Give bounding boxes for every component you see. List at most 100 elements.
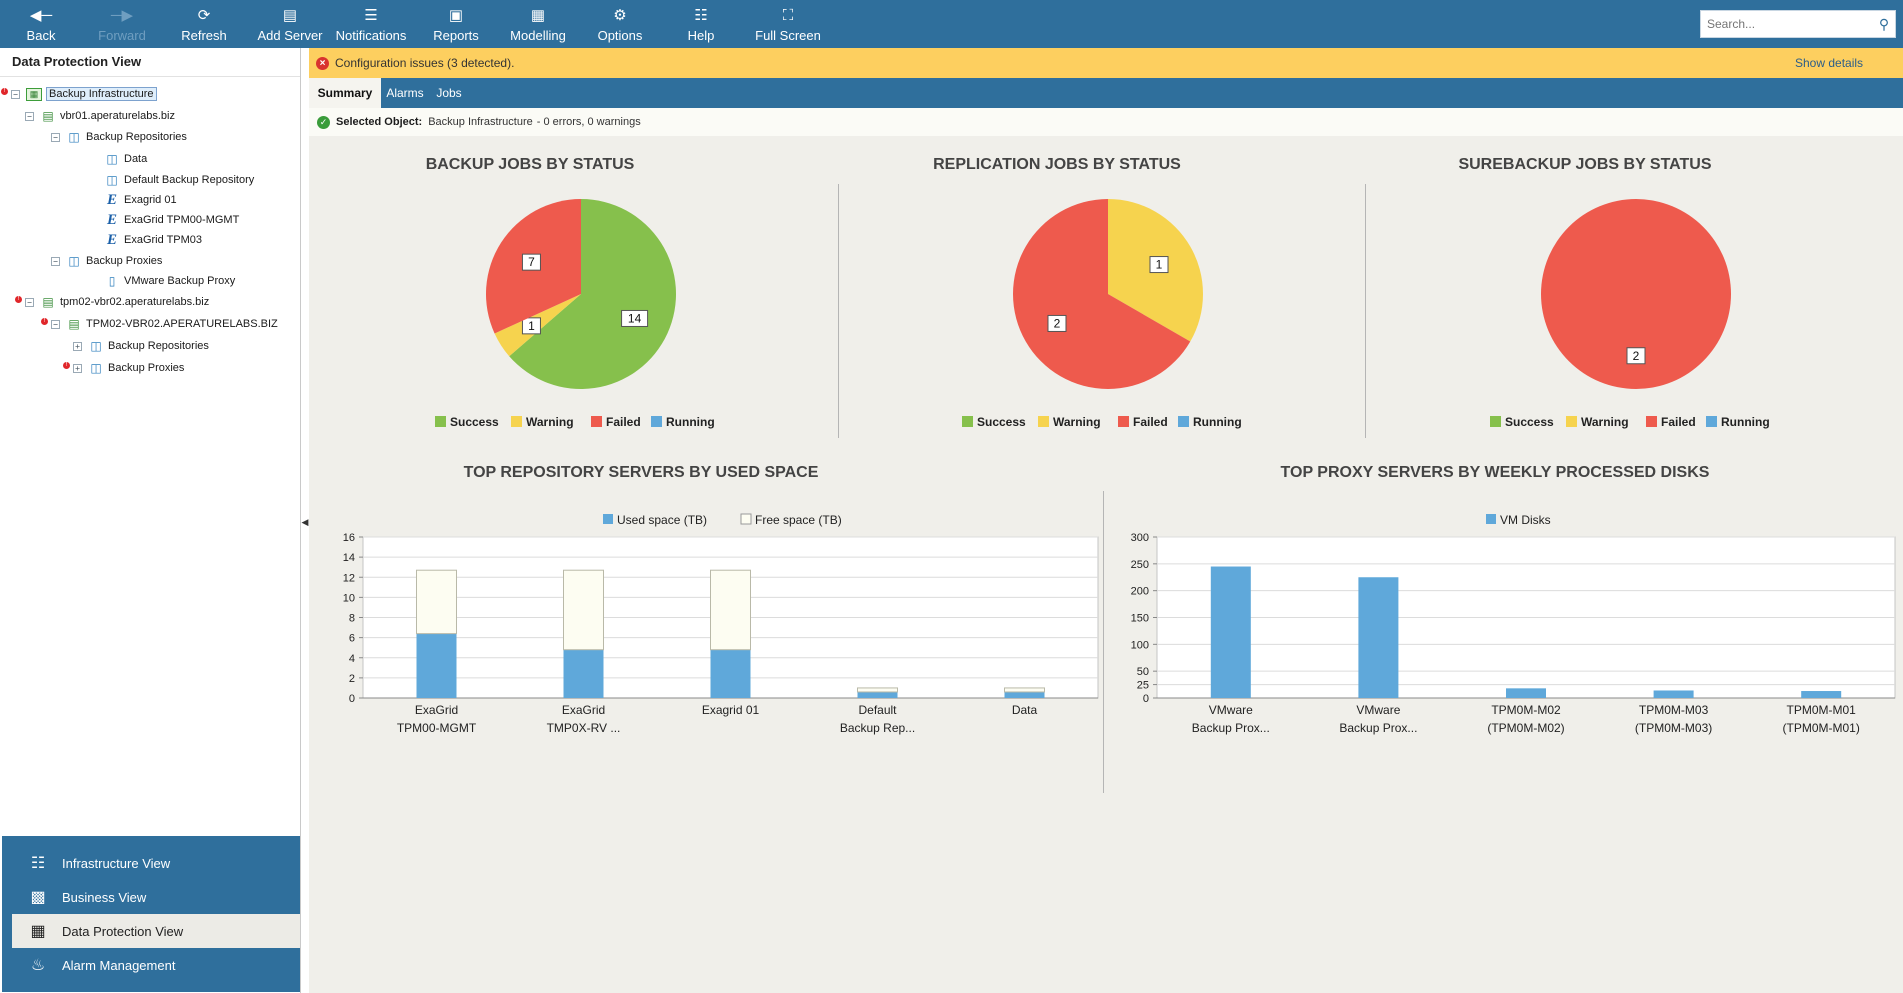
- tree-node[interactable]: + ◫ Backup Repositories: [73, 337, 209, 355]
- data-label: 2: [1633, 349, 1640, 363]
- tab-jobs[interactable]: Jobs: [436, 86, 462, 100]
- nav-data-protection-view[interactable]: ▦ Data Protection View: [12, 914, 300, 948]
- legend-label: Warning: [526, 415, 574, 429]
- collapse-icon[interactable]: −: [25, 297, 34, 307]
- tab-summary[interactable]: Summary: [309, 78, 381, 108]
- tree-node[interactable]: E ExaGrid TPM00-MGMT: [104, 211, 239, 229]
- tree-node[interactable]: ◫ Data: [104, 150, 147, 168]
- chart-title-surebackup-jobs: SUREBACKUP JOBS BY STATUS: [1458, 156, 1712, 173]
- tree-node[interactable]: ◫ Default Backup Repository: [104, 171, 254, 189]
- repository-icon: ◫: [90, 339, 102, 353]
- tree-node[interactable]: − ▤ vbr01.aperaturelabs.biz: [25, 107, 175, 125]
- bar: [563, 569, 604, 651]
- bar: [857, 691, 898, 698]
- nav-infrastructure-view[interactable]: ☷ Infrastructure View: [12, 846, 300, 880]
- tree-node[interactable]: ▯ VMware Backup Proxy: [104, 272, 236, 290]
- bar: [1653, 690, 1694, 698]
- wrench-icon: ⚙: [613, 7, 627, 24]
- search-icon[interactable]: ⚲: [1878, 15, 1890, 32]
- bar: [416, 633, 457, 698]
- tab-bar: Summary Alarms Jobs: [309, 78, 1903, 108]
- expand-icon[interactable]: +: [73, 341, 82, 351]
- tree-node[interactable]: ! + ◫ Backup Proxies: [63, 359, 184, 377]
- infrastructure-icon: ▦: [26, 87, 42, 101]
- tree-node-label: Data: [124, 153, 148, 165]
- tree-node[interactable]: E Exagrid 01: [104, 191, 177, 209]
- pie-slice: [1013, 199, 1191, 389]
- legend-label: Running: [1721, 415, 1770, 429]
- nav-alarm-management[interactable]: ♨ Alarm Management: [12, 948, 300, 982]
- tree-node-label: Backup Repositories: [86, 131, 187, 143]
- tree-node-label: TPM02-VBR02.APERATURELABS.BIZ: [86, 318, 278, 330]
- bar: [1506, 688, 1546, 698]
- repository-icon: ◫: [68, 130, 80, 144]
- x-tick-label: Backup Prox...: [1339, 721, 1417, 735]
- error-badge-icon: !: [41, 318, 48, 325]
- exagrid-icon: E: [106, 191, 117, 208]
- nav-business-view[interactable]: ▩ Business View: [12, 880, 300, 914]
- legend-swatch: [511, 416, 522, 427]
- collapse-icon[interactable]: −: [25, 111, 34, 121]
- divider: [1365, 184, 1366, 438]
- divider: [1103, 491, 1104, 793]
- tree-node[interactable]: − ◫ Backup Repositories: [51, 128, 187, 146]
- x-tick-label: Backup Prox...: [1192, 721, 1270, 735]
- tree-node[interactable]: ! − ▤ TPM02-VBR02.APERATURELABS.BIZ: [41, 315, 278, 333]
- x-tick-label: ExaGrid: [415, 703, 458, 717]
- error-badge-icon: !: [1, 88, 8, 95]
- notifications-button[interactable]: ☰ Notifications: [335, 7, 407, 43]
- expand-icon[interactable]: +: [73, 363, 82, 373]
- legend-label: Warning: [1581, 415, 1629, 429]
- data-label: 1: [1156, 258, 1163, 272]
- search-input[interactable]: [1701, 12, 1873, 36]
- proxies-icon: ◫: [68, 254, 80, 268]
- forward-button[interactable]: ─▶ Forward: [98, 7, 146, 43]
- collapse-icon[interactable]: −: [11, 89, 20, 99]
- data-label-box: [1149, 256, 1169, 274]
- ok-check-icon: ✓: [317, 115, 330, 129]
- add-server-icon: ▤: [282, 7, 298, 24]
- tree-node[interactable]: ! − ▤ tpm02-vbr02.aperaturelabs.biz: [15, 293, 209, 311]
- tree-node[interactable]: − ◫ Backup Proxies: [51, 252, 162, 270]
- x-tick-label: (TPM0M-M01): [1783, 721, 1860, 735]
- x-tick-label: Data: [1012, 703, 1038, 717]
- show-details-link[interactable]: Show details: [1795, 56, 1864, 70]
- collapse-icon[interactable]: −: [51, 132, 60, 142]
- collapse-panel-handle[interactable]: ◀: [301, 508, 309, 536]
- legend-label: Failed: [606, 415, 641, 429]
- y-tick-label: 100: [1131, 639, 1149, 651]
- refresh-button[interactable]: ⟳ Refresh: [181, 7, 227, 43]
- bar: [1801, 691, 1842, 698]
- add-server-button[interactable]: ▤ Add Server: [257, 7, 323, 43]
- y-tick-label: 4: [349, 653, 355, 665]
- help-button[interactable]: ☷ Help: [687, 7, 715, 43]
- legend-label: Running: [1193, 415, 1242, 429]
- legend-swatch: [435, 416, 446, 427]
- legend-label: Free space (TB): [755, 513, 842, 527]
- y-tick-label: 2: [349, 673, 355, 685]
- error-badge-icon: !: [63, 362, 70, 369]
- nav-label: Business View: [62, 889, 147, 905]
- collapse-icon[interactable]: −: [51, 319, 60, 329]
- arrow-left-icon: ◀─: [29, 7, 53, 24]
- bar: [710, 569, 751, 651]
- back-button[interactable]: ◀─ Back: [26, 7, 56, 43]
- options-button[interactable]: ⚙ Options: [597, 7, 643, 43]
- collapse-icon[interactable]: −: [51, 256, 60, 266]
- tab-alarms[interactable]: Alarms: [386, 86, 424, 100]
- x-tick-label: (TPM0M-M02): [1487, 721, 1564, 735]
- left-panel: Data Protection View ! − ▦ Backup Infrastru…: [0, 48, 301, 993]
- reports-button[interactable]: ▣ Reports: [433, 7, 479, 43]
- y-tick-label: 10: [343, 592, 355, 604]
- tree-node[interactable]: E ExaGrid TPM03: [104, 231, 202, 249]
- briefcase-icon: ▩: [30, 889, 46, 906]
- repository-icon: ◫: [106, 173, 118, 187]
- tree-node[interactable]: ! − ▦ Backup Infrastructure: [1, 85, 157, 103]
- selected-object-status: - 0 errors, 0 warnings: [536, 116, 641, 128]
- book-icon: ☷: [694, 7, 708, 24]
- tree-node-label: VMware Backup Proxy: [124, 275, 236, 287]
- warning-text: Configuration issues (3 detected).: [335, 56, 515, 70]
- full-screen-button[interactable]: ⛶ Full Screen: [755, 7, 821, 43]
- x-tick-label: (TPM0M-M03): [1635, 721, 1712, 735]
- modelling-button[interactable]: ▦ Modelling: [510, 7, 566, 43]
